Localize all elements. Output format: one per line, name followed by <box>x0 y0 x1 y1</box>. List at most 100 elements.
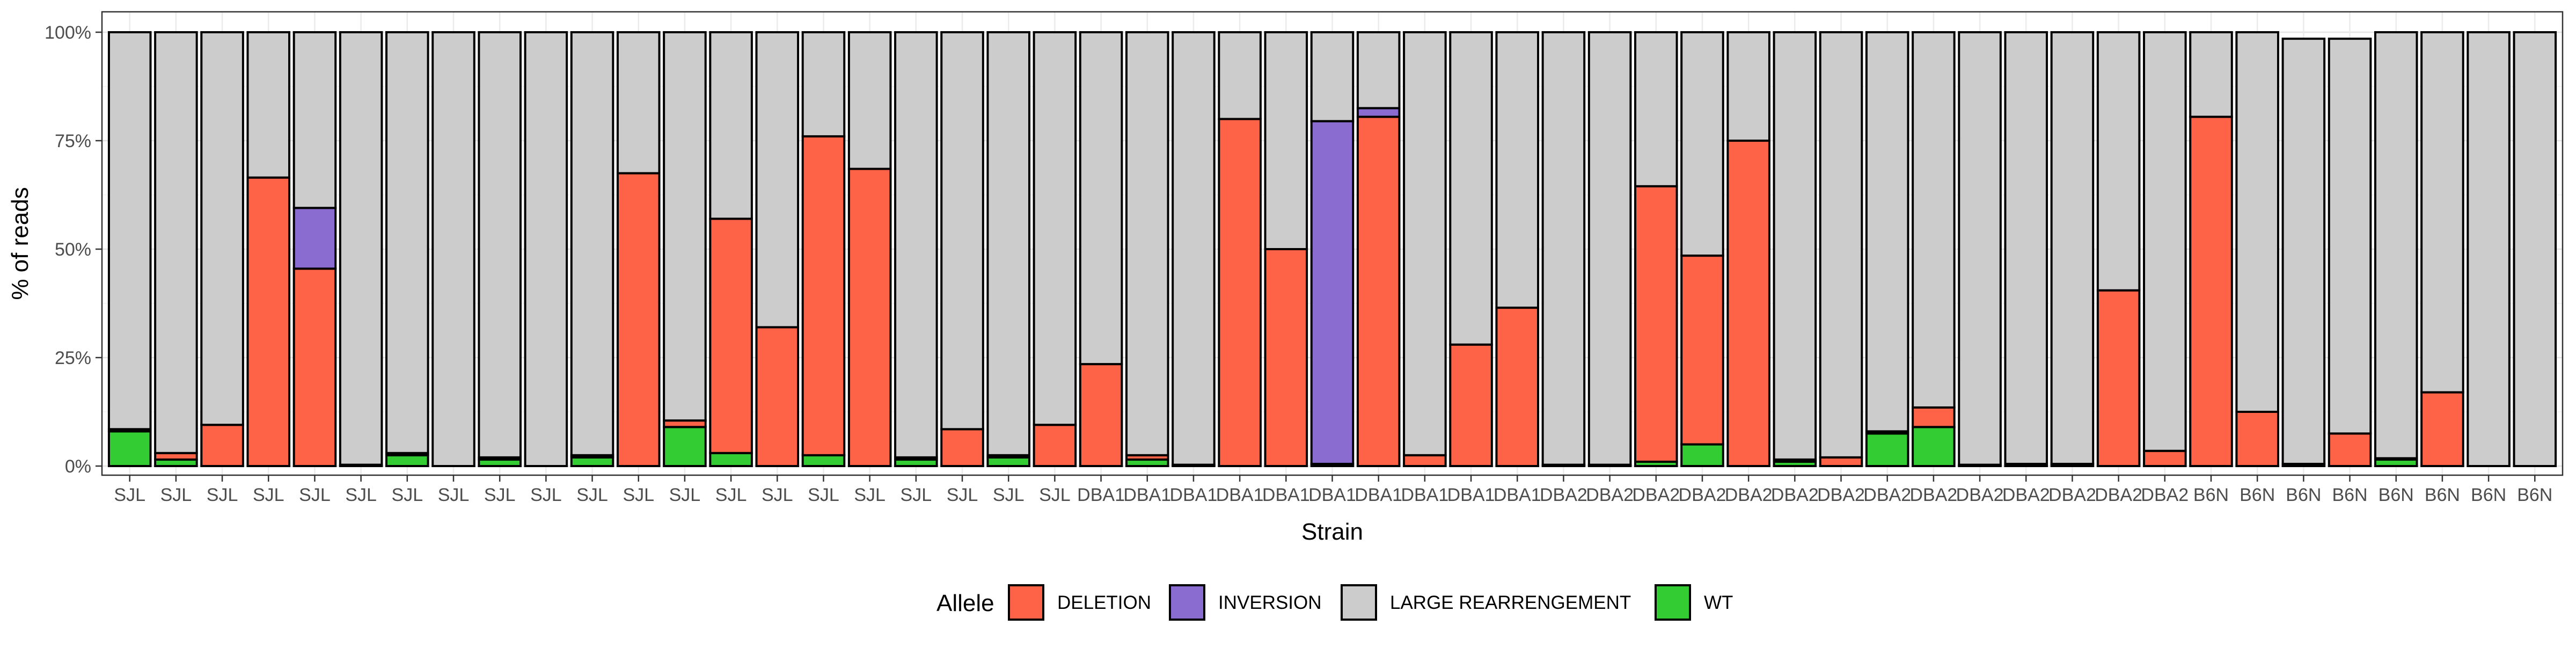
bar-segment <box>1033 424 1077 467</box>
bar-segment <box>1912 406 1956 428</box>
bar-segment <box>1172 31 1216 466</box>
bar-segment <box>431 31 475 467</box>
bar-stack <box>1356 31 1401 467</box>
bar-segment <box>1865 432 1909 468</box>
bar-segment <box>246 176 291 467</box>
bar-segment <box>1356 107 1401 118</box>
bar-segment <box>1125 31 1169 456</box>
legend-item: DELETION <box>1008 584 1151 621</box>
y-tick-label: 25% <box>55 348 91 368</box>
x-tick-label: SJL <box>253 485 284 505</box>
x-tick-label: SJL <box>530 485 562 505</box>
x-tick-label: SJL <box>299 485 331 505</box>
x-tick-label: DBA2 <box>2095 485 2142 505</box>
x-tick-label: SJL <box>1039 485 1071 505</box>
bar-segment <box>570 456 614 468</box>
bar-stack <box>1773 31 1817 467</box>
legend-title: Allele <box>936 590 994 616</box>
x-tick-label: SJL <box>114 485 145 505</box>
x-tick-label: DBA2 <box>1956 485 2004 505</box>
bar-segment <box>292 31 337 209</box>
bar-segment <box>1680 31 1724 257</box>
x-tick-label: DBA1 <box>1077 485 1125 505</box>
x-tick-label: DBA2 <box>1632 485 1680 505</box>
x-tick-label: B6N <box>2240 485 2275 505</box>
bar-stack <box>663 31 707 468</box>
bar-stack <box>1680 31 1724 467</box>
x-tick-label: B6N <box>2379 485 2414 505</box>
bar-stack <box>107 31 152 467</box>
bar-stack <box>1912 31 1956 468</box>
bar-stack <box>2235 31 2279 467</box>
bar-stack <box>1865 31 1909 468</box>
bar-segment <box>1495 307 1540 468</box>
x-tick-label: DBA2 <box>2048 485 2096 505</box>
bar-stack <box>940 31 984 468</box>
bar-stack <box>2513 31 2557 467</box>
x-axis-label: Strain <box>1301 519 1363 545</box>
bar-segment <box>478 31 522 459</box>
bar-stack <box>2189 31 2233 467</box>
x-tick-label: B6N <box>2193 485 2229 505</box>
bar-stack <box>2328 38 2372 468</box>
bar-stack <box>292 31 337 467</box>
x-tick-label: SJL <box>392 485 423 505</box>
bar-segment <box>709 31 753 220</box>
bar-segment <box>847 31 892 170</box>
bar-segment <box>894 31 938 459</box>
x-tick-label: DBA2 <box>1771 485 1819 505</box>
bar-segment <box>2328 38 2372 435</box>
bar-segment <box>1356 31 1401 110</box>
bar-stack <box>616 31 661 468</box>
bar-stack <box>2420 31 2464 468</box>
bar-stack <box>2467 31 2511 467</box>
bar-segment <box>292 267 337 467</box>
legend-swatch <box>1169 584 1205 621</box>
bar-segment <box>801 31 846 137</box>
bar-segment <box>339 31 383 466</box>
bar-segment <box>2235 31 2279 413</box>
bar-stack <box>801 31 846 467</box>
bar-segment <box>1403 31 1447 456</box>
x-tick-label: B6N <box>2425 485 2460 505</box>
bar-segment <box>1912 426 1956 468</box>
bar-segment <box>1680 255 1724 446</box>
bar-stack <box>1958 31 2002 467</box>
bar-segment <box>616 172 661 468</box>
bar-segment <box>2143 31 2187 452</box>
bar-segment <box>1310 31 1355 122</box>
x-tick-label: DBA2 <box>1586 485 1634 505</box>
bar-segment <box>1773 31 1817 461</box>
bar-stack <box>246 31 291 467</box>
bar-segment <box>524 31 568 467</box>
bar-segment <box>1449 343 1493 468</box>
x-tick-label: SJL <box>947 485 978 505</box>
bar-segment <box>1865 31 1909 433</box>
bar-segment <box>107 31 152 431</box>
bar-segment <box>1264 248 1308 467</box>
x-axis: SJL SJL SJL SJL SJL SJL SJL SJL SJL SJL SJL SJL SJL S… <box>114 475 2552 505</box>
y-tick-label: 100% <box>45 23 91 43</box>
x-tick-label: DBA1 <box>1262 485 1310 505</box>
legend-label: LARGE REARRENGEMENT <box>1390 592 1631 613</box>
bar-segment <box>2328 432 2372 468</box>
bar-segment <box>107 430 152 467</box>
x-tick-label: SJL <box>160 485 192 505</box>
bar-segment <box>2004 31 2048 465</box>
bar-stack <box>755 31 800 467</box>
bar-stack <box>1403 31 1447 467</box>
bar-segment <box>292 207 337 270</box>
x-tick-label: SJL <box>854 485 885 505</box>
x-tick-label: DBA2 <box>1725 485 1773 505</box>
bar-segment <box>2189 115 2233 467</box>
bar-stack <box>709 31 753 468</box>
bar-segment <box>1218 31 1262 120</box>
bar-segment <box>1634 31 1678 187</box>
legend-item: WT <box>1655 584 1733 621</box>
bar-segment <box>755 31 800 329</box>
x-tick-label: DBA1 <box>1355 485 1402 505</box>
bar-stack <box>1495 31 1540 468</box>
bar-stack <box>1264 31 1308 467</box>
bar-segment <box>246 31 291 179</box>
